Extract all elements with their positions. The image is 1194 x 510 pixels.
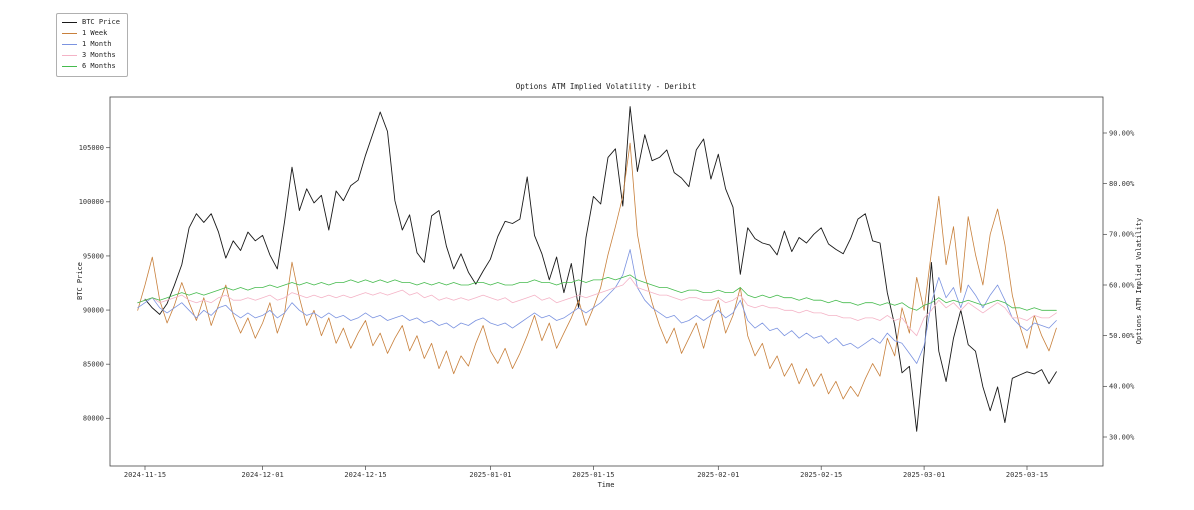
x-tick-label: 2024-12-15 bbox=[344, 471, 386, 479]
x-axis-title: Time bbox=[598, 481, 615, 489]
x-tick-label: 2025-01-01 bbox=[469, 471, 511, 479]
x-tick-label: 2025-03-01 bbox=[903, 471, 945, 479]
btc-price-line-swatch bbox=[62, 22, 77, 23]
y-right-tick-label: 50.00% bbox=[1109, 332, 1135, 340]
plot-border bbox=[109, 96, 1104, 467]
legend-label-1-week: 1 Week bbox=[82, 29, 108, 37]
series-line-1-month bbox=[137, 249, 1057, 364]
y-left-tick-label: 90000 bbox=[83, 306, 104, 314]
y-left-tick-label: 85000 bbox=[83, 361, 104, 369]
y-left-tick-label: 95000 bbox=[83, 252, 104, 260]
legend-item-btc-price: BTC Price bbox=[62, 17, 120, 28]
chart-title: Options ATM Implied Volatility - Deribit bbox=[516, 82, 697, 91]
legend-item-6-months: 6 Months bbox=[62, 61, 120, 72]
x-tick-label: 2025-02-01 bbox=[697, 471, 739, 479]
y-right-tick-label: 40.00% bbox=[1109, 383, 1135, 391]
y-right-tick-label: 80.00% bbox=[1109, 180, 1135, 188]
y-right-tick-label: 90.00% bbox=[1109, 129, 1135, 137]
legend: BTC Price 1 Week 1 Month 3 Months 6 Mont… bbox=[56, 13, 128, 77]
x-tick-label: 2024-12-01 bbox=[242, 471, 284, 479]
y-right-tick-label: 60.00% bbox=[1109, 281, 1135, 289]
y-right-tick-label: 30.00% bbox=[1109, 433, 1135, 441]
series-line-btc-price bbox=[144, 106, 1057, 432]
legend-item-1-week: 1 Week bbox=[62, 28, 120, 39]
y-left-tick-label: 100000 bbox=[79, 198, 104, 206]
series-line-6-months bbox=[137, 274, 1057, 311]
x-tick-label: 2025-01-15 bbox=[572, 471, 614, 479]
series-line-1-week bbox=[137, 142, 1057, 400]
y-left-tick-label: 105000 bbox=[79, 144, 104, 152]
y-right-tick-label: 70.00% bbox=[1109, 231, 1135, 239]
y-right-axis-title: Options ATM Implied Volatility bbox=[1135, 218, 1143, 344]
axis-ticks: 80000 85000 90000 95000 100000 105000 30.00% 40… bbox=[79, 129, 1135, 479]
x-tick-label: 2024-11-15 bbox=[124, 471, 166, 479]
series-lines bbox=[137, 106, 1057, 432]
legend-label-1-month: 1 Month bbox=[82, 40, 112, 48]
three-months-line-swatch bbox=[62, 55, 77, 56]
legend-label-6-months: 6 Months bbox=[82, 62, 116, 70]
y-left-tick-label: 80000 bbox=[83, 415, 104, 423]
x-tick-label: 2025-03-15 bbox=[1006, 471, 1048, 479]
y-left-axis-title: BTC Price bbox=[76, 262, 84, 300]
legend-item-3-months: 3 Months bbox=[62, 50, 120, 61]
legend-label-btc-price: BTC Price bbox=[82, 18, 120, 26]
legend-item-1-month: 1 Month bbox=[62, 39, 120, 50]
one-month-line-swatch bbox=[62, 44, 77, 45]
x-tick-label: 2025-02-15 bbox=[800, 471, 842, 479]
six-months-line-swatch bbox=[62, 66, 77, 67]
legend-label-3-months: 3 Months bbox=[82, 51, 116, 59]
series-line-3-months bbox=[137, 276, 1057, 337]
one-week-line-swatch bbox=[62, 33, 77, 34]
